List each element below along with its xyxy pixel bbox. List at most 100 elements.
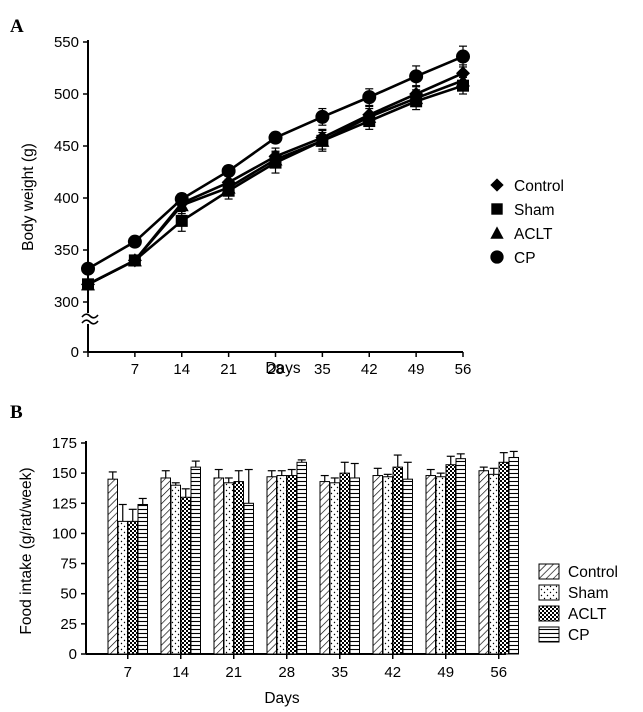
- bar-cp-day-28: [296, 461, 307, 655]
- legend-label-sham: Sham: [568, 585, 609, 602]
- panel-a-series: [81, 45, 470, 292]
- bar-sham-day-35: [329, 482, 340, 655]
- panel-b-y-tick-label: 175: [52, 435, 77, 452]
- legend-label-cp: CP: [568, 627, 590, 644]
- panel-a-line-chart: A Body weight (g) Days 0 300 350 400 450 500 5…: [10, 16, 564, 378]
- data-point-cp: [268, 130, 283, 145]
- legend-label-control: Control: [514, 178, 564, 195]
- legend-swatch-sham: [538, 584, 560, 601]
- data-point-cp: [127, 234, 142, 249]
- panel-a-x-tick-label: 49: [408, 361, 425, 378]
- panel-a-y-tick-label: 550: [54, 34, 79, 51]
- data-point-cp: [315, 109, 330, 124]
- data-point-aclt: [362, 109, 377, 123]
- panel-a-x-tick-label: 35: [314, 361, 331, 378]
- bar-cp-day-21: [243, 502, 254, 655]
- panel-a-x-tick-label: 21: [220, 361, 237, 378]
- panel-b-x-tick-label: 14: [172, 664, 189, 681]
- panel-a-y-axis-label: Body weight (g): [20, 143, 37, 251]
- panel-b-y-tick-label: 125: [52, 495, 77, 512]
- legend-marker-control: [490, 178, 504, 192]
- bar-aclt-day-14: [180, 496, 191, 655]
- panel-b-x-tick-label: 35: [331, 664, 348, 681]
- panel-b-x-tick-label: 42: [384, 664, 401, 681]
- panel-a-x-tick-label: 28: [267, 361, 284, 378]
- series-sham: [82, 76, 469, 291]
- data-point-aclt: [81, 277, 95, 291]
- bar-control-day-7: [107, 478, 118, 655]
- bar-control-day-49: [425, 475, 436, 655]
- bar-control-day-28: [266, 476, 277, 655]
- data-point-aclt: [315, 133, 330, 147]
- panel-b-x-tick-label: 28: [278, 664, 295, 681]
- panel-a-ticks: 0 300 350 400 450 500 550 7 14 21 28 35 42 49 56: [54, 34, 471, 378]
- series-aclt: [81, 71, 470, 291]
- data-point-cp: [362, 90, 377, 105]
- panel-a-y-tick-label: 0: [71, 344, 79, 361]
- bar-control-day-42: [372, 475, 383, 655]
- bar-control-day-56: [478, 470, 489, 655]
- legend-label-aclt: ACLT: [514, 226, 553, 243]
- data-point-cp: [221, 163, 236, 178]
- panel-b-letter: B: [10, 402, 23, 423]
- data-point-sham: [175, 214, 188, 227]
- series-line-sham: [87, 84, 464, 286]
- panel-a-x-tick-label: 56: [455, 361, 472, 378]
- panel-b-x-tick-label: 49: [437, 664, 454, 681]
- panel-b-y-tick-label: 0: [69, 646, 77, 663]
- data-point-aclt: [409, 91, 424, 105]
- legend-label-control: Control: [568, 564, 618, 581]
- bar-sham-day-42: [382, 476, 393, 655]
- panel-a-x-tick-label: 42: [361, 361, 378, 378]
- panel-a-legend: Control Sham ACLT CP: [490, 178, 564, 267]
- bar-aclt-day-49: [445, 464, 456, 655]
- data-point-aclt: [221, 180, 236, 194]
- panel-a-axes: [81, 40, 463, 353]
- data-point-cp: [409, 69, 424, 84]
- legend-label-aclt: ACLT: [568, 606, 607, 623]
- legend-label-cp: CP: [514, 250, 536, 267]
- bar-sham-day-49: [435, 476, 446, 655]
- data-point-aclt: [268, 152, 283, 166]
- panel-b-bars: [107, 450, 519, 655]
- panel-b-y-tick-label: 25: [60, 616, 77, 633]
- panel-a-x-tick-label: 7: [131, 361, 139, 378]
- bar-aclt-day-35: [339, 472, 350, 655]
- panel-b-y-tick-label: 100: [52, 525, 77, 542]
- bar-cp-day-14: [190, 466, 201, 655]
- bar-aclt-day-21: [233, 481, 244, 655]
- data-point-cp: [174, 192, 189, 207]
- bar-cp-day-49: [455, 458, 466, 655]
- panel-b-x-tick-label: 7: [124, 664, 132, 681]
- bar-aclt-day-7: [127, 520, 138, 655]
- panel-a-y-tick-label: 500: [54, 86, 79, 103]
- bar-sham-day-21: [223, 482, 234, 655]
- data-point-aclt: [127, 253, 142, 267]
- legend-swatch-control: [538, 563, 560, 580]
- bar-aclt-day-28: [286, 475, 297, 655]
- legend-swatch-cp: [538, 626, 560, 643]
- data-point-aclt: [456, 73, 470, 87]
- bar-sham-day-28: [276, 475, 287, 655]
- bar-cp-day-35: [349, 477, 360, 655]
- bar-control-day-21: [213, 477, 224, 655]
- panel-b-x-tick-label: 21: [225, 664, 242, 681]
- bar-cp-day-56: [508, 456, 519, 655]
- panel-a-letter: A: [10, 16, 24, 37]
- legend-marker-sham: [491, 203, 503, 215]
- data-point-cp: [81, 261, 95, 276]
- panel-b-ticks: 0 25 50 75 100 125 150 175 7 14 21 28 35 42 49 56: [52, 435, 507, 681]
- legend-marker-cp: [490, 250, 504, 264]
- panel-b-y-tick-label: 75: [60, 556, 77, 573]
- panel-a-y-tick-label: 450: [54, 138, 79, 155]
- legend-label-sham: Sham: [514, 202, 555, 219]
- panel-b-legend: Control Sham ACLT CP: [538, 563, 618, 644]
- panel-a-y-tick-label: 400: [54, 190, 79, 207]
- data-point-cp: [456, 49, 470, 64]
- bar-sham-day-7: [117, 520, 128, 655]
- panel-b-bar-chart: B Food intake (g/rat/week) Days 0 25 50 75 1…: [10, 402, 618, 707]
- legend-marker-aclt: [490, 226, 504, 239]
- panel-b-y-axis-label: Food intake (g/rat/week): [18, 467, 35, 634]
- bar-sham-day-56: [488, 473, 499, 655]
